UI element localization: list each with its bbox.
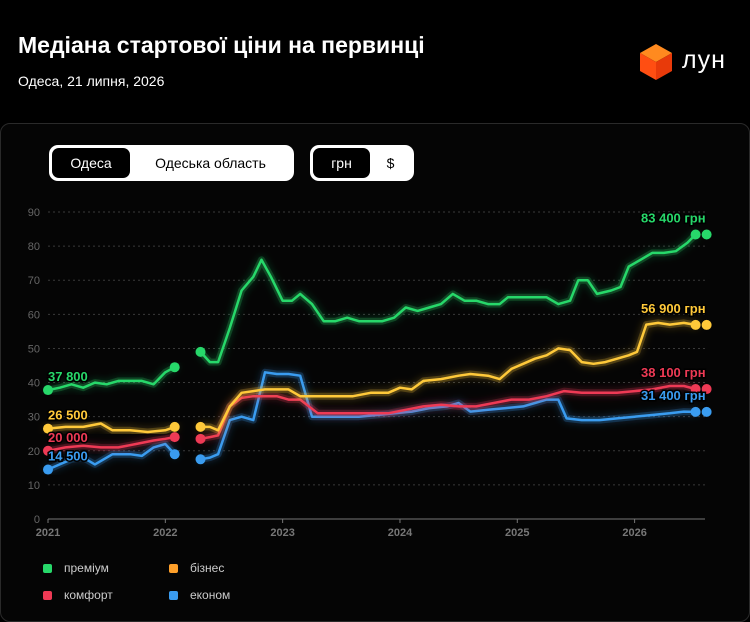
- tab-odesa-oblast[interactable]: Одеська область: [155, 155, 266, 171]
- legend-comfort-label: комфорт: [64, 588, 113, 602]
- y-tick-label-60: 60: [28, 309, 40, 321]
- legend-comfort[interactable]: комфорт: [43, 588, 113, 602]
- y-tick-label-50: 50: [28, 343, 40, 355]
- legend-business[interactable]: бізнес: [169, 561, 224, 575]
- tab-uah[interactable]: грн: [313, 148, 370, 178]
- series-premium-line-0: [46, 365, 176, 392]
- series-comfort-point-start-1: [195, 433, 206, 444]
- series-comfort-start-label: 20 000: [48, 430, 88, 445]
- series-econom-point-end-1: [690, 406, 701, 417]
- series-business-point-final: [701, 319, 712, 330]
- chart-card: Одеса Одеська область грн $ 0 10 20 30 40 50 6…: [0, 123, 750, 622]
- header: Медіана стартової ціни на первинці Одеса…: [0, 0, 750, 120]
- y-tick-label-30: 30: [28, 412, 40, 424]
- y-tick-label-90: 90: [28, 207, 40, 219]
- grid: 0 10 20 30 40 50 60 70 80 90 2021 2022 2023 2024 2025 2…: [28, 207, 705, 539]
- series-econom-line-0: [46, 442, 176, 471]
- series-premium-point-end-0: [169, 362, 180, 373]
- series-layer: [43, 229, 712, 475]
- series-premium-point-final: [701, 229, 712, 240]
- series-premium-point-start-0: [43, 385, 53, 396]
- series-comfort-point-start-0: [43, 445, 53, 456]
- series-business-point-start-1: [195, 421, 206, 432]
- region-switch: Одеса Одеська область: [49, 145, 294, 181]
- series-econom-end-label: 31 400 грн: [641, 388, 706, 403]
- series-comfort-point-final: [701, 384, 712, 395]
- x-tick-label-2026: 2026: [622, 527, 646, 539]
- page-title: Медіана стартової ціни на первинці: [18, 32, 425, 58]
- y-tick-label-20: 20: [28, 446, 40, 458]
- y-tick-label-10: 10: [28, 480, 40, 492]
- x-tick-label-2024: 2024: [388, 527, 413, 539]
- series-premium-line-1: [199, 233, 697, 364]
- series-comfort-point-end-1: [690, 384, 701, 395]
- legend-business-label: бізнес: [190, 561, 225, 575]
- legend-comfort-swatch: [43, 590, 52, 600]
- series-econom-start-label: 14 500: [48, 449, 88, 464]
- series-premium-point-start-1: [195, 346, 206, 357]
- series-comfort-line-1: [199, 384, 697, 441]
- legend-premium-swatch: [43, 563, 52, 573]
- tab-odesa[interactable]: Одеса: [52, 148, 130, 178]
- series-econom-glow-1: [197, 368, 700, 463]
- y-tick-label-80: 80: [28, 241, 40, 253]
- series-business-start-label: 26 500: [48, 408, 88, 423]
- legend-premium-label: преміум: [64, 561, 109, 575]
- series-comfort-glow-1: [197, 382, 700, 443]
- x-tick-label-2021: 2021: [36, 527, 60, 539]
- x-tick-label-2022: 2022: [153, 527, 177, 539]
- currency-switch: грн $: [310, 145, 414, 181]
- legend-business-swatch: [169, 563, 178, 573]
- legend-premium[interactable]: преміум: [43, 561, 109, 575]
- series-comfort-point-end-0: [169, 432, 180, 443]
- legend-econom-swatch: [169, 590, 178, 600]
- series-premium-end-label: 83 400 грн: [641, 211, 706, 226]
- y-tick-label-40: 40: [28, 378, 40, 390]
- page-subtitle: Одеса, 21 липня, 2026: [18, 73, 165, 89]
- y-tick-label-0: 0: [34, 514, 40, 526]
- series-econom-point-end-0: [169, 449, 180, 460]
- logo-text: лун: [682, 46, 726, 74]
- tab-usd[interactable]: $: [386, 155, 395, 171]
- legend-econom-label: економ: [190, 588, 231, 602]
- series-econom-point-final: [701, 406, 712, 417]
- series-premium-point-end-1: [690, 229, 701, 240]
- series-business-end-label: 56 900 грн: [641, 301, 706, 316]
- x-tick-label-2023: 2023: [270, 527, 294, 539]
- lun-cube-icon: [640, 44, 672, 80]
- series-comfort-end-label: 38 100 грн: [641, 365, 706, 380]
- series-comfort-line-0: [46, 435, 176, 453]
- series-econom-point-start-1: [195, 454, 206, 465]
- series-econom-point-start-0: [43, 464, 53, 475]
- series-business-point-end-1: [690, 319, 701, 330]
- series-business-line-1: [199, 321, 697, 432]
- series-business-point-start-0: [43, 423, 53, 434]
- series-premium-start-label: 37 800: [48, 369, 88, 384]
- y-tick-label-70: 70: [28, 275, 40, 287]
- price-line-chart: 0 10 20 30 40 50 60 70 80 90 2021 2022 2023 2024 2025 2…: [28, 207, 712, 539]
- label-layer: 14 500 31 400 грн 20 000 38 100 грн 26 500 56…: [47, 209, 708, 465]
- x-tick-label-2025: 2025: [505, 527, 529, 539]
- lun-logo: лун: [638, 42, 738, 82]
- series-business-point-end-0: [169, 421, 180, 432]
- series-business-line-0: [46, 422, 176, 434]
- legend-econom[interactable]: економ: [169, 588, 230, 602]
